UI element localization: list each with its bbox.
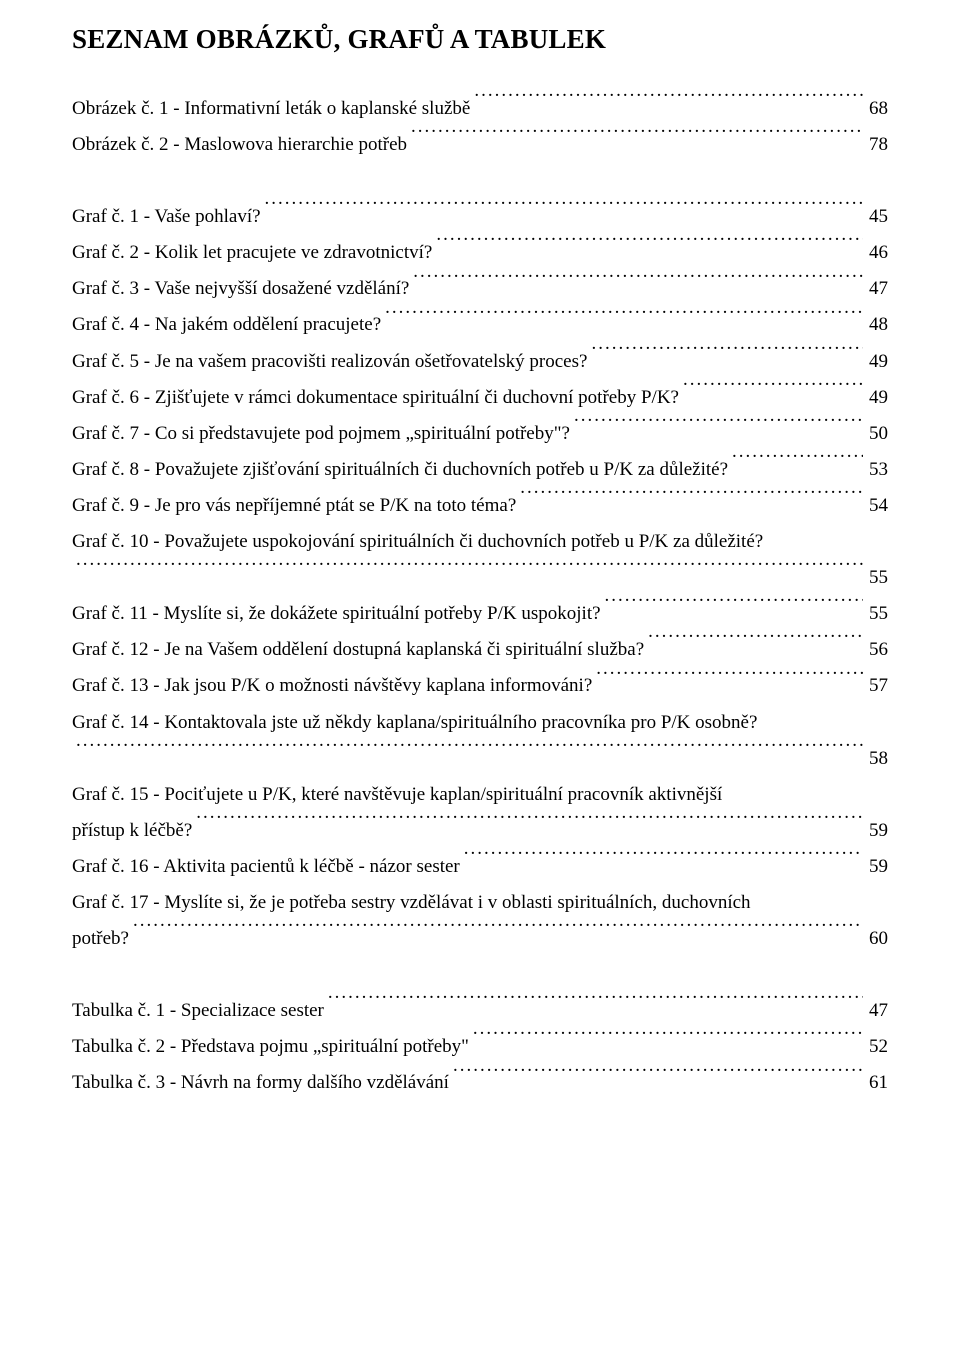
toc-entry-label: Tabulka č. 2 - Představa pojmu „spirituá…	[72, 1029, 469, 1065]
group-gap	[72, 163, 888, 199]
toc-entry: 55	[72, 560, 888, 596]
toc-entry: 58	[72, 741, 888, 777]
toc-entry-page: 59	[867, 849, 888, 885]
toc-entry: Graf č. 9 - Je pro vás nepříjemné ptát s…	[72, 488, 888, 524]
toc-entry-page: 49	[867, 344, 888, 380]
toc-leader-dots	[76, 560, 863, 583]
toc-leader-dots	[413, 272, 863, 295]
toc-entry-page: 61	[867, 1065, 888, 1101]
toc-entry-wrap: Graf č. 10 - Považujete uspokojování spi…	[72, 524, 888, 560]
toc-entry: Graf č. 6 - Zjišťujete v rámci dokumenta…	[72, 380, 888, 416]
toc-entry-wrap: Graf č. 15 - Pociťujete u P/K, které nav…	[72, 777, 888, 813]
toc-entry-label: přístup k léčbě?	[72, 813, 192, 849]
toc-entry-page: 46	[867, 235, 888, 271]
toc-entry: Graf č. 7 - Co si představujete pod pojm…	[72, 416, 888, 452]
toc-entry: Graf č. 3 - Vaše nejvyšší dosažené vzděl…	[72, 271, 888, 307]
toc-entry: Graf č. 12 - Je na Vašem oddělení dostup…	[72, 632, 888, 668]
toc-entry-page: 59	[867, 813, 888, 849]
heading-list-of-figures: SEZNAM OBRÁZKŮ, GRAFŮ A TABULEK	[72, 24, 888, 55]
toc-leader-dots	[464, 849, 863, 872]
toc-entry-label: Obrázek č. 2 - Maslowova hierarchie potř…	[72, 127, 407, 163]
toc-entry-label: Tabulka č. 3 - Návrh na formy dalšího vz…	[72, 1065, 449, 1101]
toc-entry-label: Graf č. 2 - Kolik let pracujete ve zdrav…	[72, 235, 432, 271]
toc-entry-page: 47	[867, 271, 888, 307]
toc-list-container: Obrázek č. 1 - Informativní leták o kapl…	[72, 91, 888, 1101]
toc-entry-page: 55	[867, 560, 888, 596]
toc-entry-page: 54	[867, 488, 888, 524]
toc-entry-page: 60	[867, 921, 888, 957]
toc-entry: Tabulka č. 1 - Specializace sester 47	[72, 993, 888, 1029]
toc-leader-dots	[453, 1066, 863, 1089]
toc-entry-label: potřeb?	[72, 921, 129, 957]
toc-leader-dots	[474, 91, 863, 114]
toc-entry-page: 57	[867, 668, 888, 704]
toc-entry-label: Graf č. 11 - Myslíte si, že dokážete spi…	[72, 596, 601, 632]
toc-entry: Graf č. 8 - Považujete zjišťování spirit…	[72, 452, 888, 488]
toc-leader-dots	[648, 633, 863, 656]
toc-entry-label: Graf č. 7 - Co si představujete pod pojm…	[72, 416, 570, 452]
toc-entry-label: Graf č. 16 - Aktivita pacientů k léčbě -…	[72, 849, 460, 885]
toc-entry-label: Graf č. 13 - Jak jsou P/K o možnosti náv…	[72, 668, 592, 704]
toc-entry-label: Graf č. 8 - Považujete zjišťování spirit…	[72, 452, 728, 488]
toc-leader-dots	[196, 813, 863, 836]
toc-entry: Obrázek č. 1 - Informativní leták o kapl…	[72, 91, 888, 127]
toc-entry-page: 68	[867, 91, 888, 127]
toc-entry-page: 55	[867, 596, 888, 632]
toc-entry-label: Graf č. 12 - Je na Vašem oddělení dostup…	[72, 632, 644, 668]
toc-entry: Tabulka č. 3 - Návrh na formy dalšího vz…	[72, 1065, 888, 1101]
toc-entry: Obrázek č. 2 - Maslowova hierarchie potř…	[72, 127, 888, 163]
toc-entry: Graf č. 5 - Je na vašem pracovišti reali…	[72, 344, 888, 380]
toc-entry: přístup k léčbě? 59	[72, 813, 888, 849]
toc-leader-dots	[574, 416, 863, 439]
toc-entry: Graf č. 2 - Kolik let pracujete ve zdrav…	[72, 235, 888, 271]
toc-entry: Graf č. 1 - Vaše pohlaví? 45	[72, 199, 888, 235]
toc-entry-label: Graf č. 3 - Vaše nejvyšší dosažené vzděl…	[72, 271, 409, 307]
toc-entry-label: Graf č. 9 - Je pro vás nepříjemné ptát s…	[72, 488, 516, 524]
toc-entry-page: 52	[867, 1029, 888, 1065]
toc-entry-page: 50	[867, 416, 888, 452]
toc-leader-dots	[328, 993, 863, 1016]
toc-leader-dots	[133, 921, 863, 944]
toc-leader-dots	[76, 741, 863, 764]
toc-entry-page: 58	[867, 741, 888, 777]
toc-entry-wrap: Graf č. 17 - Myslíte si, že je potřeba s…	[72, 885, 888, 921]
toc-entry: Graf č. 11 - Myslíte si, že dokážete spi…	[72, 596, 888, 632]
toc-leader-dots	[591, 344, 863, 367]
toc-leader-dots	[605, 596, 863, 619]
toc-entry: Graf č. 4 - Na jakém oddělení pracujete?…	[72, 307, 888, 343]
toc-entry-page: 78	[867, 127, 888, 163]
toc-leader-dots	[596, 669, 863, 692]
group-gap	[72, 957, 888, 993]
toc-leader-dots	[473, 1029, 863, 1052]
toc-entry-page: 49	[867, 380, 888, 416]
toc-entry: Tabulka č. 2 - Představa pojmu „spirituá…	[72, 1029, 888, 1065]
toc-leader-dots	[411, 127, 863, 150]
toc-entry-label: Tabulka č. 1 - Specializace sester	[72, 993, 324, 1029]
toc-leader-dots	[385, 308, 863, 331]
toc-entry-label: Graf č. 4 - Na jakém oddělení pracujete?	[72, 307, 381, 343]
toc-entry-label: Graf č. 1 - Vaše pohlaví?	[72, 199, 261, 235]
toc-entry-label: Graf č. 5 - Je na vašem pracovišti reali…	[72, 344, 587, 380]
toc-entry-wrap: Graf č. 14 - Kontaktovala jste už někdy …	[72, 705, 888, 741]
toc-entry-page: 47	[867, 993, 888, 1029]
toc-entry: Graf č. 13 - Jak jsou P/K o možnosti náv…	[72, 668, 888, 704]
toc-leader-dots	[436, 235, 863, 258]
toc-leader-dots	[732, 452, 863, 475]
toc-entry: potřeb? 60	[72, 921, 888, 957]
toc-entry-page: 56	[867, 632, 888, 668]
toc-leader-dots	[265, 199, 863, 222]
toc-leader-dots	[520, 488, 863, 511]
toc-entry-page: 53	[867, 452, 888, 488]
toc-leader-dots	[683, 380, 863, 403]
page: SEZNAM OBRÁZKŮ, GRAFŮ A TABULEK Obrázek …	[0, 0, 960, 1357]
toc-entry-label: Obrázek č. 1 - Informativní leták o kapl…	[72, 91, 470, 127]
toc-entry-page: 48	[867, 307, 888, 343]
toc-entry-page: 45	[867, 199, 888, 235]
toc-entry-label: Graf č. 6 - Zjišťujete v rámci dokumenta…	[72, 380, 679, 416]
toc-entry: Graf č. 16 - Aktivita pacientů k léčbě -…	[72, 849, 888, 885]
